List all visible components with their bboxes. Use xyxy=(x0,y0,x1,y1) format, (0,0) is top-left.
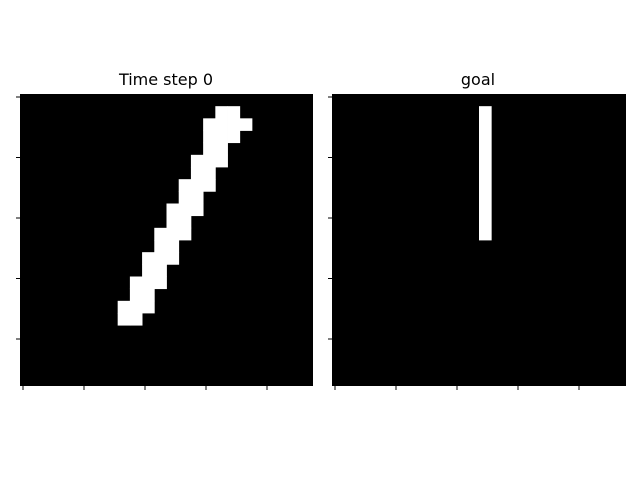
pixel-cell xyxy=(129,276,143,290)
pixel-cell xyxy=(154,252,167,265)
image-pixels xyxy=(117,106,253,326)
pixel-cell xyxy=(215,130,228,144)
pixel-cell xyxy=(129,300,143,314)
pixel-cell xyxy=(190,203,204,217)
pixel-cell xyxy=(154,240,167,253)
pixel-cell xyxy=(215,118,228,131)
pixel-cell xyxy=(203,142,216,156)
goal-bar xyxy=(479,106,492,241)
pixel-cell xyxy=(166,227,180,241)
pixel-cell xyxy=(178,227,192,241)
pixel-cell xyxy=(203,154,216,168)
pixel-cell xyxy=(142,264,155,277)
pixel-cell xyxy=(142,300,155,314)
pixel-cell xyxy=(178,191,192,204)
pixel-cell xyxy=(239,118,253,131)
axis-ticks xyxy=(328,96,580,390)
pixel-cell xyxy=(178,203,192,217)
panel-title-time-step: Time step 0 xyxy=(118,70,213,89)
pixel-cell xyxy=(166,215,180,229)
pixel-cell xyxy=(178,179,192,192)
pixel-cell xyxy=(203,167,216,180)
axis-ticks xyxy=(16,96,268,390)
pixel-cell xyxy=(203,118,216,131)
pixel-cell xyxy=(142,276,155,290)
pixel-cell xyxy=(190,154,204,168)
pixel-cell xyxy=(166,203,180,217)
pixel-cell xyxy=(227,106,241,119)
panel-time-step-0 xyxy=(16,94,313,390)
pixel-cell xyxy=(154,264,167,277)
pixel-cell xyxy=(166,252,180,265)
pixel-cell xyxy=(129,288,143,302)
pixel-cell xyxy=(203,179,216,192)
pixel-cell xyxy=(190,167,204,180)
pixel-cell xyxy=(154,227,167,241)
pixel-cell xyxy=(117,313,131,326)
pixel-cell xyxy=(215,142,228,156)
pixel-cell xyxy=(117,300,131,314)
panel-goal xyxy=(328,94,626,390)
pixel-cell xyxy=(166,240,180,253)
image-pixels xyxy=(479,106,492,241)
pixel-cell xyxy=(190,179,204,192)
pixel-cell xyxy=(215,154,228,168)
pixel-cell xyxy=(142,252,155,265)
pixel-cell xyxy=(215,106,228,119)
pixel-cell xyxy=(227,130,241,144)
pixel-cell xyxy=(227,118,241,131)
pixel-cell xyxy=(154,276,167,290)
pixel-cell xyxy=(142,288,155,302)
pixel-cell xyxy=(178,215,192,229)
pixel-cell xyxy=(203,130,216,144)
panel-title-goal: goal xyxy=(461,70,495,89)
pixel-cell xyxy=(129,313,143,326)
pixel-cell xyxy=(190,191,204,204)
